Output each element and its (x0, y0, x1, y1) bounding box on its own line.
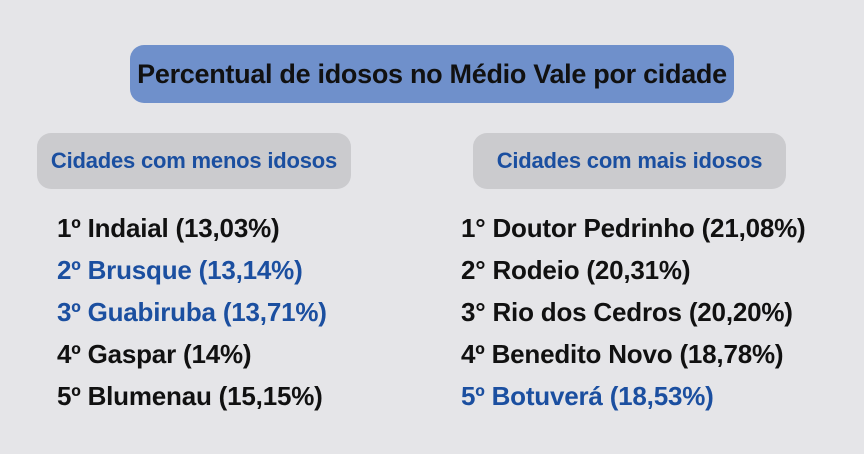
list-item: 4º Gaspar (14%) (57, 339, 252, 369)
list-item: 1º Indaial (13,03%) (57, 213, 280, 243)
left-city-list: 1º Indaial (13,03%) 2º Brusque (13,14%) … (57, 207, 327, 417)
left-column-header-label: Cidades com menos idosos (50, 148, 338, 173)
list-item: 5º Botuverá (18,53%) (461, 381, 714, 411)
right-column-header: Cidades com mais idosos (473, 133, 786, 189)
list-item: 3º Guabiruba (13,71%) (57, 297, 327, 327)
list-item: 2º Brusque (13,14%) (57, 255, 303, 285)
list-item: 1° Doutor Pedrinho (21,08%) (461, 213, 806, 243)
title-banner: Percentual de idosos no Médio Vale por c… (130, 45, 734, 103)
left-column-header: Cidades com menos idosos (37, 133, 351, 189)
right-column-header-label: Cidades com mais idosos (496, 148, 763, 173)
page-title: Percentual de idosos no Médio Vale por c… (137, 58, 727, 89)
list-item: 4º Benedito Novo (18,78%) (461, 339, 784, 369)
list-item: 5º Blumenau (15,15%) (57, 381, 323, 411)
right-city-list: 1° Doutor Pedrinho (21,08%) 2° Rodeio (2… (461, 207, 806, 417)
list-item: 3° Rio dos Cedros (20,20%) (461, 297, 793, 327)
list-item: 2° Rodeio (20,31%) (461, 255, 691, 285)
